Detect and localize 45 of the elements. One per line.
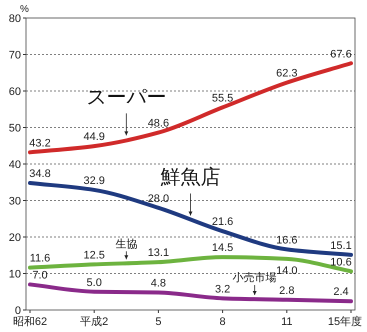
x-tick-label: 8 [220,316,226,328]
data-label: 2.8 [279,284,294,297]
data-label: 62.3 [276,68,298,80]
series-label: 生協 [115,237,138,250]
data-label: 13.1 [148,247,170,260]
y-tick-label: 80 [8,13,21,25]
data-label: 4.8 [150,277,166,290]
data-label: 44.9 [83,131,105,144]
x-tick-label: 昭和62 [12,315,48,328]
data-label: 67.6 [330,48,352,60]
y-tick-label: 0 [14,305,21,317]
x-tick-label: 平成2 [80,315,108,328]
y-tick-label: 50 [8,122,21,134]
series-label: 鮮魚店 [160,166,220,188]
data-label: 5.0 [86,276,102,289]
data-label: 43.2 [29,137,51,150]
y-tick-label: 70 [8,50,21,62]
data-label: 16.6 [276,234,298,246]
y-tick-label: 40 [8,159,21,171]
y-axis-title: % [20,4,29,15]
data-label: 12.5 [83,249,105,262]
data-label: 11.6 [30,252,50,265]
data-label: 2.4 [333,286,349,298]
data-label: 34.8 [29,168,51,180]
data-label: 3.2 [214,283,230,296]
data-label: 55.5 [212,92,234,104]
y-tick-label: 10 [8,268,21,280]
series-label: スーパー [86,86,166,108]
data-label: 14.0 [276,264,298,277]
data-label: 15.1 [330,240,352,252]
data-label: 28.0 [148,192,170,205]
series-label: 小売市場 [232,271,277,284]
data-label: 48.6 [148,118,170,130]
x-tick-label: 15年度 [328,315,362,328]
x-tick-label: 5 [155,316,162,328]
line-series [28,61,353,154]
data-label: 32.9 [83,174,105,187]
data-label: 10.6 [330,256,352,268]
data-label: 21.6 [212,216,234,228]
data-label: 14.5 [212,242,234,254]
y-tick-label: 30 [8,196,21,208]
x-tick-label: 11 [281,316,293,328]
y-tick-label: 60 [8,86,21,98]
data-label: 7.0 [32,269,48,282]
y-tick-label: 20 [8,232,21,244]
